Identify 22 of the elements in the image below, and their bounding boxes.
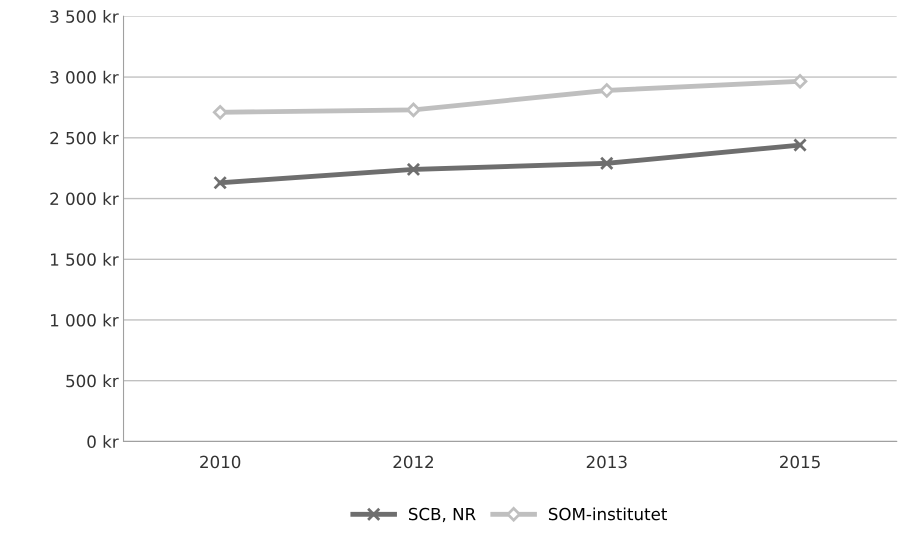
x-tick-label: 2013 — [586, 456, 627, 468]
y-tick-label: 3 000 kr — [50, 70, 119, 84]
point — [212, 105, 228, 120]
y-tick-label: 2 500 kr — [50, 131, 119, 144]
x-tick-label: 2012 — [393, 456, 434, 468]
y-tick-label: 1 500 kr — [50, 252, 119, 266]
point — [792, 74, 808, 89]
point — [213, 176, 228, 190]
y-tick-label: 3 500 kr — [50, 10, 119, 23]
point — [406, 162, 420, 176]
x-tick-label: 2010 — [200, 456, 240, 468]
point — [600, 156, 614, 170]
y-tick-label: 500 kr — [66, 374, 119, 388]
legend-label: SOM-institutet — [548, 507, 667, 520]
point — [599, 83, 614, 98]
y-tick-label: 2 000 kr — [50, 192, 119, 206]
point — [406, 102, 421, 118]
legend-label: SCB, NR — [408, 508, 476, 522]
y-tick-label: 1 000 kr — [50, 314, 119, 327]
point — [793, 138, 807, 152]
y-tick-label: 0 kr — [87, 435, 119, 448]
x-tick-label: 2015 — [780, 456, 820, 468]
